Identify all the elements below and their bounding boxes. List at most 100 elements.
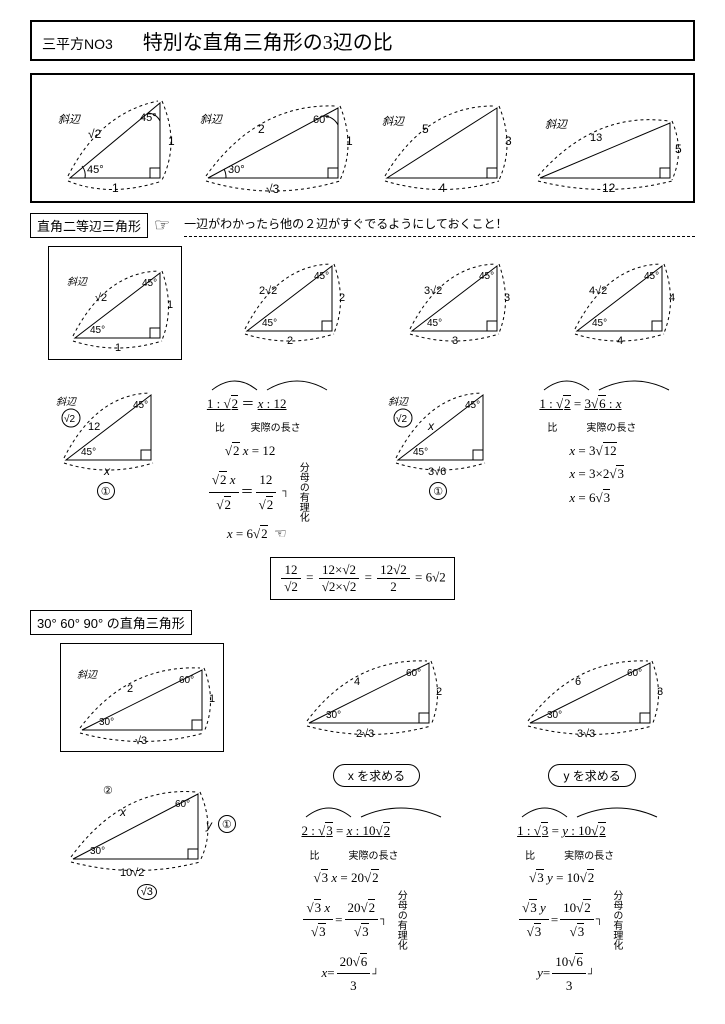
rationalize-box: 12√2 = 12×√2√2×√2 = 12√22 = 6√2 [30, 557, 695, 600]
svg-text:斜辺: 斜辺 [77, 669, 98, 681]
sec1-ex1-tri: 斜辺 √2 12 45° 45° x ① [46, 370, 166, 500]
svg-text:x: x [119, 805, 127, 819]
svg-text:5: 5 [422, 122, 429, 136]
svg-text:60°: 60° [313, 114, 330, 126]
svg-text:10√2: 10√2 [120, 867, 144, 879]
ratio-r: 実際の長さ [251, 420, 301, 438]
svg-text:斜辺: 斜辺 [382, 115, 405, 128]
ratio-l: 比 [215, 420, 225, 438]
svg-text:45°: 45° [465, 400, 480, 411]
sec1-ex1-calc: 1 : √2 ＝ x : 12 比 実際の長さ √2 x = 12 √2 x√2… [207, 370, 337, 547]
sec1-tri-4: 4√2 45° 45° 4 4 [557, 246, 677, 346]
svg-text:45°: 45° [90, 325, 105, 336]
title-sub: 三平方NO3 [42, 34, 113, 54]
svg-text:1: 1 [115, 342, 121, 353]
svg-text:45°: 45° [427, 318, 442, 329]
svg-text:2√2: 2√2 [259, 285, 277, 297]
mark-prob-1: ① [218, 815, 236, 833]
svg-text:45°: 45° [592, 318, 607, 329]
svg-text:3√6: 3√6 [428, 466, 446, 478]
svg-text:45°: 45° [133, 400, 148, 411]
findy-title: y を求める [548, 764, 635, 787]
svg-text:45°: 45° [644, 271, 659, 282]
note2: 分母の有理化 [391, 890, 409, 950]
svg-text:2: 2 [339, 292, 345, 304]
sec1-row1: 斜辺 √2 45° 45° 1 1 2√2 45° 45° 2 2 3√2 45… [30, 246, 695, 360]
tri-345: 斜辺 5 3 4 [367, 83, 517, 193]
intro-panel: 斜辺 √2 45° 45° 1 1 斜辺 2 60° 30° 1 √3 [30, 73, 695, 203]
svg-text:斜辺: 斜辺 [56, 396, 77, 408]
sec2-label: 30° 60° 90° の直角三角形 [30, 610, 192, 635]
svg-text:y: y [205, 818, 213, 832]
mark-prob-3: √3 [137, 884, 157, 900]
sec2-base-box: 斜辺 2 60° 30° 1 √3 [60, 643, 224, 752]
svg-text:2: 2 [436, 686, 442, 698]
svg-text:4: 4 [354, 676, 360, 688]
svg-text:3: 3 [504, 292, 510, 304]
svg-text:60°: 60° [627, 668, 642, 679]
svg-text:60°: 60° [406, 668, 421, 679]
sec2-row1: 斜辺 2 60° 30° 1 √3 4 60° 30° 2 2√3 6 60° … [30, 643, 695, 752]
svg-text:1: 1 [112, 181, 119, 193]
svg-text:30°: 30° [326, 710, 341, 721]
sec1-hint: 一辺がわかったら他の２辺がすぐでるようにしておくこと！ [184, 215, 695, 237]
sec2-tri-2: 4 60° 30° 2 2√3 [294, 643, 444, 738]
rx2: 比 [525, 848, 535, 866]
svg-text:45°: 45° [140, 112, 157, 124]
ry: 実際の長さ [348, 848, 398, 866]
svg-text:斜辺: 斜辺 [200, 113, 223, 126]
sec2-problem-tri: ② x 60° 30° y 10√2 ① √3 [58, 764, 236, 900]
svg-text:√2: √2 [64, 413, 75, 425]
svg-text:5: 5 [675, 142, 682, 156]
svg-text:4: 4 [617, 335, 623, 346]
svg-text:45°: 45° [87, 164, 104, 176]
svg-text:45°: 45° [262, 318, 277, 329]
sec1-ex2-calc: 1 : √2 = 3√6 : x 比 実際の長さ x = 3√12 x = 3×… [539, 370, 679, 509]
sec2-findy: y を求める 1 : √3 = y : 10√2 比 実際の長さ √3 y = … [517, 764, 667, 997]
pointer-icon: ☞ [154, 215, 170, 236]
sec2-findx: x を求める 2 : √3 = x : 10√2 比 実際の長さ √3 x = … [301, 764, 451, 997]
svg-text:45°: 45° [479, 271, 494, 282]
sec2-examples: ② x 60° 30° y 10√2 ① √3 x を求める 2 : √3 = … [30, 764, 695, 997]
mark-1b: ① [429, 482, 447, 500]
svg-text:1: 1 [209, 693, 215, 705]
svg-text:2: 2 [287, 335, 293, 346]
sec1-header: 直角二等辺三角形 ☞ 一辺がわかったら他の２辺がすぐでるようにしておくこと！ [30, 213, 695, 238]
ry2: 実際の長さ [564, 848, 614, 866]
sec1-examples: 斜辺 √2 12 45° 45° x ① 1 : √2 ＝ x : 12 比 実… [30, 370, 695, 547]
svg-text:3: 3 [657, 686, 663, 698]
svg-text:12: 12 [602, 181, 616, 193]
svg-text:斜辺: 斜辺 [58, 113, 81, 126]
title-box: 三平方NO3 特別な直角三角形の3辺の比 [30, 20, 695, 61]
sec2-header: 30° 60° 90° の直角三角形 [30, 610, 695, 635]
svg-text:斜辺: 斜辺 [388, 396, 409, 408]
svg-text:2: 2 [258, 122, 265, 136]
svg-text:斜辺: 斜辺 [545, 118, 568, 131]
tri-45: 斜辺 √2 45° 45° 1 1 [40, 83, 180, 193]
svg-text:4: 4 [669, 292, 675, 304]
svg-text:√3: √3 [266, 182, 280, 193]
svg-text:3: 3 [505, 134, 512, 148]
svg-text:6: 6 [575, 676, 581, 688]
svg-text:60°: 60° [179, 675, 194, 686]
sec1-tri-3: 3√2 45° 45° 3 3 [392, 246, 512, 346]
ratio-r2: 実際の長さ [586, 420, 636, 438]
rx: 比 [309, 848, 319, 866]
svg-text:3: 3 [452, 335, 458, 346]
svg-text:13: 13 [590, 132, 602, 144]
sec1-label: 直角二等辺三角形 [30, 213, 148, 238]
svg-text:30°: 30° [90, 846, 105, 857]
svg-text:4√2: 4√2 [589, 285, 607, 297]
svg-text:45°: 45° [413, 447, 428, 458]
svg-text:3√3: 3√3 [577, 728, 595, 738]
svg-text:30°: 30° [99, 717, 114, 728]
svg-text:√3: √3 [135, 735, 147, 745]
sec1-base-box: 斜辺 √2 45° 45° 1 1 [48, 246, 182, 360]
note3: 分母の有理化 [607, 890, 625, 950]
sec1-ex2-tri: 斜辺 √2 x 45° 45° 3√6 ① [378, 370, 498, 500]
svg-text:12: 12 [88, 421, 100, 433]
svg-text:x: x [103, 464, 111, 478]
svg-text:√2: √2 [95, 292, 107, 304]
sec1-tri-2: 2√2 45° 45° 2 2 [227, 246, 347, 346]
svg-text:4: 4 [439, 181, 446, 193]
